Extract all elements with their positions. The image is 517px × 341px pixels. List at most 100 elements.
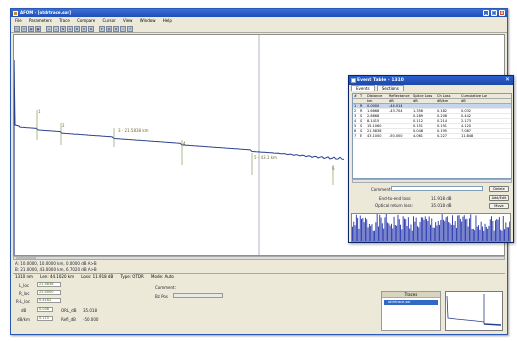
noise-bar (508, 227, 509, 241)
cursor-b-icon[interactable]: B (74, 25, 80, 32)
noise-bar (469, 218, 470, 241)
noise-bar (398, 219, 400, 241)
noise-bar (384, 217, 386, 241)
trace-list-item[interactable]: otdrtrace.sor (384, 300, 438, 305)
minimize-button[interactable]: _ (483, 10, 489, 16)
menu-help[interactable]: Help (162, 18, 172, 23)
dbkm-value[interactable]: 0.115 (37, 316, 53, 321)
table-icon[interactable]: ▥ (106, 25, 112, 32)
grid-cell: 0.442 (461, 114, 472, 118)
print-icon[interactable]: ▦ (35, 25, 41, 32)
trace-overview[interactable] (445, 291, 503, 331)
noise-bar (476, 226, 478, 241)
noise-bar (389, 225, 391, 241)
move-button[interactable]: Move (489, 203, 509, 209)
table-row[interactable]: 3 S 2.8668 0.289 0.208 0.442 (353, 114, 511, 119)
menu-compare[interactable]: Compare (77, 18, 96, 23)
noise-bar (454, 221, 456, 241)
zoom-out-icon[interactable]: − (53, 25, 59, 32)
overview-canvas (446, 294, 502, 326)
cursor-a-icon[interactable]: A (67, 25, 73, 32)
grid-cell: km (367, 99, 373, 103)
noise-bar (394, 225, 396, 241)
noise-bar (393, 216, 395, 241)
menu-parameters[interactable]: Parameters (28, 18, 52, 23)
grid-cell: 0.227 (437, 134, 448, 138)
info-icon[interactable]: i (120, 25, 126, 32)
noise-bar (432, 227, 434, 241)
menu-window[interactable]: Window (139, 18, 156, 23)
grid-icon[interactable]: # (113, 25, 119, 32)
zoom-in-icon[interactable]: + (46, 25, 52, 32)
trace-canvas[interactable]: 1 2 3 - 21.5838 km 4 5 - 43.1 km 6 (14, 35, 504, 255)
grid-cell: 6 (354, 129, 357, 133)
grid-cell: dB (413, 99, 418, 103)
noise-bar (488, 225, 490, 241)
status-length: Len: 44.1020 km (40, 274, 74, 279)
noise-bar (433, 227, 435, 241)
event-table-window[interactable]: Event Table - 1310 ✕ Events Sections # T D… (348, 75, 514, 243)
maximize-button[interactable]: □ (491, 10, 497, 16)
noise-bar (426, 219, 427, 241)
noise-bar (466, 218, 468, 241)
menu-view[interactable]: View (122, 18, 133, 23)
grid-cell: 1 (354, 104, 357, 108)
grid-cell: 4 (354, 119, 357, 123)
menu-file[interactable]: File (15, 18, 22, 23)
traces-header: Traces (382, 292, 440, 298)
table-row[interactable]: 6 S 21.5838 0.048 0.195 7.087 (353, 129, 511, 134)
noise-bar (427, 221, 429, 241)
l-loc-label: L_loc (19, 283, 29, 288)
noise-bar (430, 224, 431, 241)
noise-bar (410, 224, 412, 241)
bz-pos-field[interactable] (173, 293, 223, 298)
rl-loc-value[interactable]: 0.4162 (37, 298, 61, 303)
marker-icon[interactable]: Ω (88, 25, 94, 32)
splice-icon[interactable]: F (99, 25, 105, 32)
noise-bar (414, 221, 416, 241)
tab-sections[interactable]: Sections (376, 85, 404, 91)
event-label-2: 2 (62, 123, 65, 128)
grid-cell (437, 104, 461, 108)
help-icon[interactable]: ? (127, 25, 133, 32)
menu-trace[interactable]: Trace (59, 18, 70, 23)
noise-bar (492, 221, 494, 241)
event-label-5: 5 - 43.1 km (254, 155, 277, 160)
event-comment-input[interactable] (391, 186, 483, 191)
grid-cell: R (360, 109, 363, 113)
open-icon[interactable]: ▭ (21, 25, 27, 32)
new-icon[interactable]: □ (14, 25, 20, 32)
noise-bar (452, 215, 453, 241)
db-value[interactable]: 0.048 (37, 307, 53, 312)
menu-cursor[interactable]: Cursor (102, 18, 116, 23)
tab-events[interactable]: Events (351, 85, 375, 91)
scroll-thumb[interactable] (16, 257, 36, 259)
table-row[interactable]: 1 R 0.0000 -44.014 (353, 104, 511, 109)
zoom-fit-icon[interactable]: N (60, 25, 66, 32)
noise-bars-canvas (352, 214, 510, 241)
table-row[interactable]: 2 R 1.6668 -43.704 1.356 0.182 0.032 (353, 109, 511, 114)
table-row[interactable]: 4 S 8.1415 0.112 0.214 2.173 (353, 119, 511, 124)
event-icon[interactable]: Σ (81, 25, 87, 32)
overview-trace (446, 295, 485, 323)
noise-bar (359, 215, 361, 241)
close-button[interactable]: x (499, 10, 505, 16)
noise-bar (450, 224, 452, 241)
orl-label: ORL_dB (61, 308, 77, 313)
noise-bar (463, 215, 465, 241)
table-row[interactable]: 7 E 43.1000 -50.000 4.061 0.227 11.848 (353, 134, 511, 139)
noise-bar (405, 219, 407, 241)
delete-button[interactable]: Delete (489, 186, 509, 192)
grid-cell: 0.032 (461, 109, 472, 113)
save-icon[interactable]: ▤ (28, 25, 34, 32)
noise-bar (367, 227, 369, 241)
r-loc-value[interactable]: 22.0000 (37, 290, 61, 295)
l-loc-value[interactable]: 21.5838 (37, 282, 61, 287)
add-edit-button[interactable]: Add/Edit (489, 195, 509, 201)
table-row[interactable]: 5 S 15.1060 0.151 0.191 4.120 (353, 124, 511, 129)
event-label-6: 6 (332, 166, 335, 171)
event-grid-scrollbar[interactable] (352, 179, 512, 183)
plot-scrollbar[interactable] (13, 256, 505, 260)
close-icon[interactable]: ✕ (504, 76, 511, 83)
noise-bar (437, 221, 439, 241)
